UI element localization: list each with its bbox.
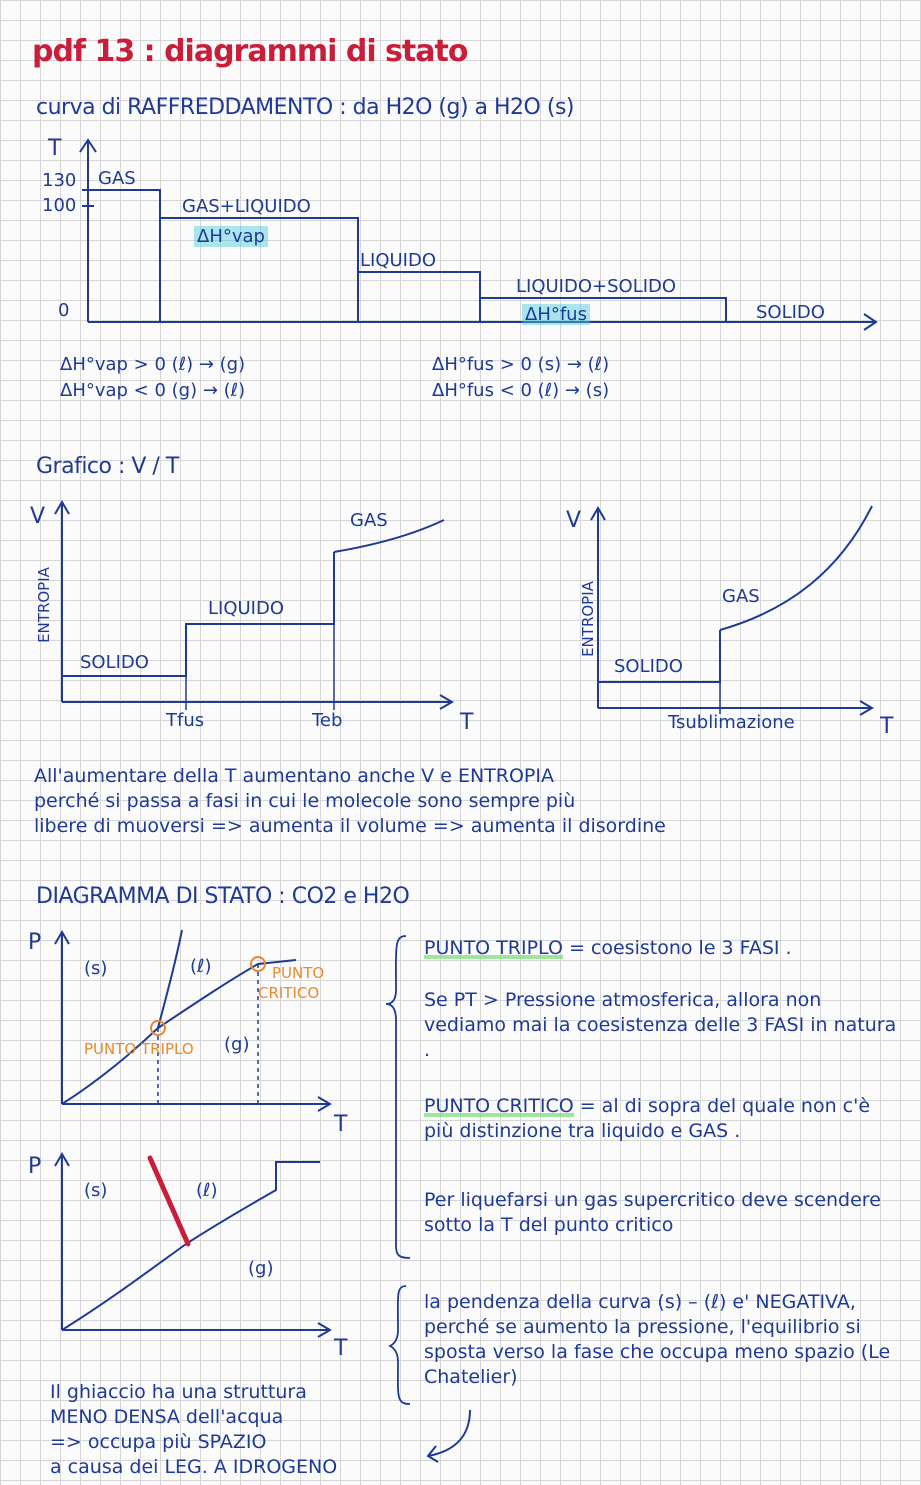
note-pressione-atmosferica: Se PT > Pressione atmosferica, allora no…	[424, 989, 897, 1061]
equation-fus-negative: ΔH°fus < 0 (ℓ) → (s)	[432, 380, 610, 401]
teb-label: Teb	[312, 710, 343, 731]
vt-text-line3: libere di muoversi => aumenta il volume …	[34, 815, 666, 837]
left-solido-label: SOLIDO	[80, 652, 149, 673]
left-entropia-label: ENTROPIA	[35, 567, 53, 643]
note-punto-critico-title: PUNTO CRITICO	[424, 1095, 574, 1117]
h2o-solid-region: (s)	[84, 1180, 108, 1201]
page-title: pdf 13 : diagrammi di stato	[32, 34, 468, 69]
tfus-label: Tfus	[166, 710, 205, 731]
phase-heading: DIAGRAMMA DI STATO : CO2 e H2O	[36, 884, 410, 909]
h2o-axis-P: P	[28, 1154, 42, 1179]
co2-liquid-region: (ℓ)	[190, 956, 212, 977]
equation-vap-positive: ΔH°vap > 0 (ℓ) → (g)	[60, 354, 246, 375]
segment-liquid: LIQUIDO	[360, 250, 437, 271]
h2o-liquid-region: (ℓ)	[196, 1180, 218, 1201]
equation-vap-negative: ΔH°vap < 0 (g) → (ℓ)	[60, 380, 246, 401]
note-gas-supercritico: Per liquefarsi un gas supercritico deve …	[424, 1189, 881, 1236]
punto-triplo-label: PUNTO TRIPLO	[84, 1040, 194, 1058]
co2-axis-P: P	[28, 930, 42, 955]
left-gas-label: GAS	[350, 510, 388, 531]
left-axis-V: V	[30, 504, 46, 529]
note-punto-critico: PUNTO CRITICO = al di sopra del quale no…	[424, 1094, 904, 1144]
ice-note-line4: a causa dei LEG. A IDROGENO	[50, 1456, 338, 1478]
h2o-gas-region: (g)	[248, 1258, 274, 1279]
note-pendenza: la pendenza della curva (s) – (ℓ) e' NEG…	[424, 1291, 891, 1388]
tick-130: 130	[42, 170, 77, 191]
vt-heading: Grafico : V / T	[36, 454, 179, 479]
dh-fus-label: ΔH°fus	[522, 304, 590, 325]
right-solido-label: SOLIDO	[614, 656, 683, 677]
ice-note-line2: MENO DENSA dell'acqua	[50, 1406, 284, 1428]
note-punto-triplo-text: = coesistono le 3 FASI .	[562, 937, 792, 959]
co2-gas-region: (g)	[224, 1034, 250, 1055]
tick-100: 100	[42, 195, 77, 216]
ice-note-line1: Il ghiaccio ha una struttura	[50, 1381, 307, 1403]
note-punto-triplo-title: PUNTO TRIPLO	[424, 937, 563, 959]
right-axis-V: V	[566, 508, 582, 533]
cooling-heading: curva di RAFFREDDAMENTO : da H2O (g) a H…	[36, 95, 575, 120]
segment-gas: GAS	[98, 168, 136, 189]
segment-liquid-solid: LIQUIDO+SOLIDO	[516, 276, 677, 297]
equation-fus-positive: ΔH°fus > 0 (s) → (ℓ)	[432, 354, 610, 375]
co2-solid-region: (s)	[84, 958, 108, 979]
tsub-label: Tsublimazione	[668, 712, 795, 733]
right-entropia-label: ENTROPIA	[579, 581, 597, 657]
left-liquido-label: LIQUIDO	[208, 598, 285, 619]
co2-axis-T: T	[334, 1112, 348, 1137]
right-axis-T: T	[880, 714, 894, 739]
axis-T-label: T	[48, 136, 62, 161]
tick-0: 0	[58, 300, 70, 321]
segment-gas-liquid: GAS+LIQUIDO	[182, 196, 311, 217]
note-punto-critico-text: = al di sopra del quale non c'è più dist…	[424, 1095, 871, 1142]
note-punto-triplo: PUNTO TRIPLO = coesistono le 3 FASI .	[424, 936, 904, 961]
h2o-axis-T: T	[334, 1336, 348, 1361]
segment-solid: SOLIDO	[756, 302, 825, 323]
punto-critico-label-1: PUNTO	[272, 964, 325, 982]
dh-vap-label: ΔH°vap	[194, 226, 268, 247]
vt-text-line1: All'aumentare della T aumentano anche V …	[34, 765, 554, 787]
left-axis-T: T	[460, 710, 474, 735]
vt-text-line2: perché si passa a fasi in cui le molecol…	[34, 790, 576, 812]
right-gas-label: GAS	[722, 586, 760, 607]
ice-note-line3: => occupa più SPAZIO	[50, 1431, 267, 1453]
punto-critico-label-2: CRITICO	[258, 984, 320, 1002]
